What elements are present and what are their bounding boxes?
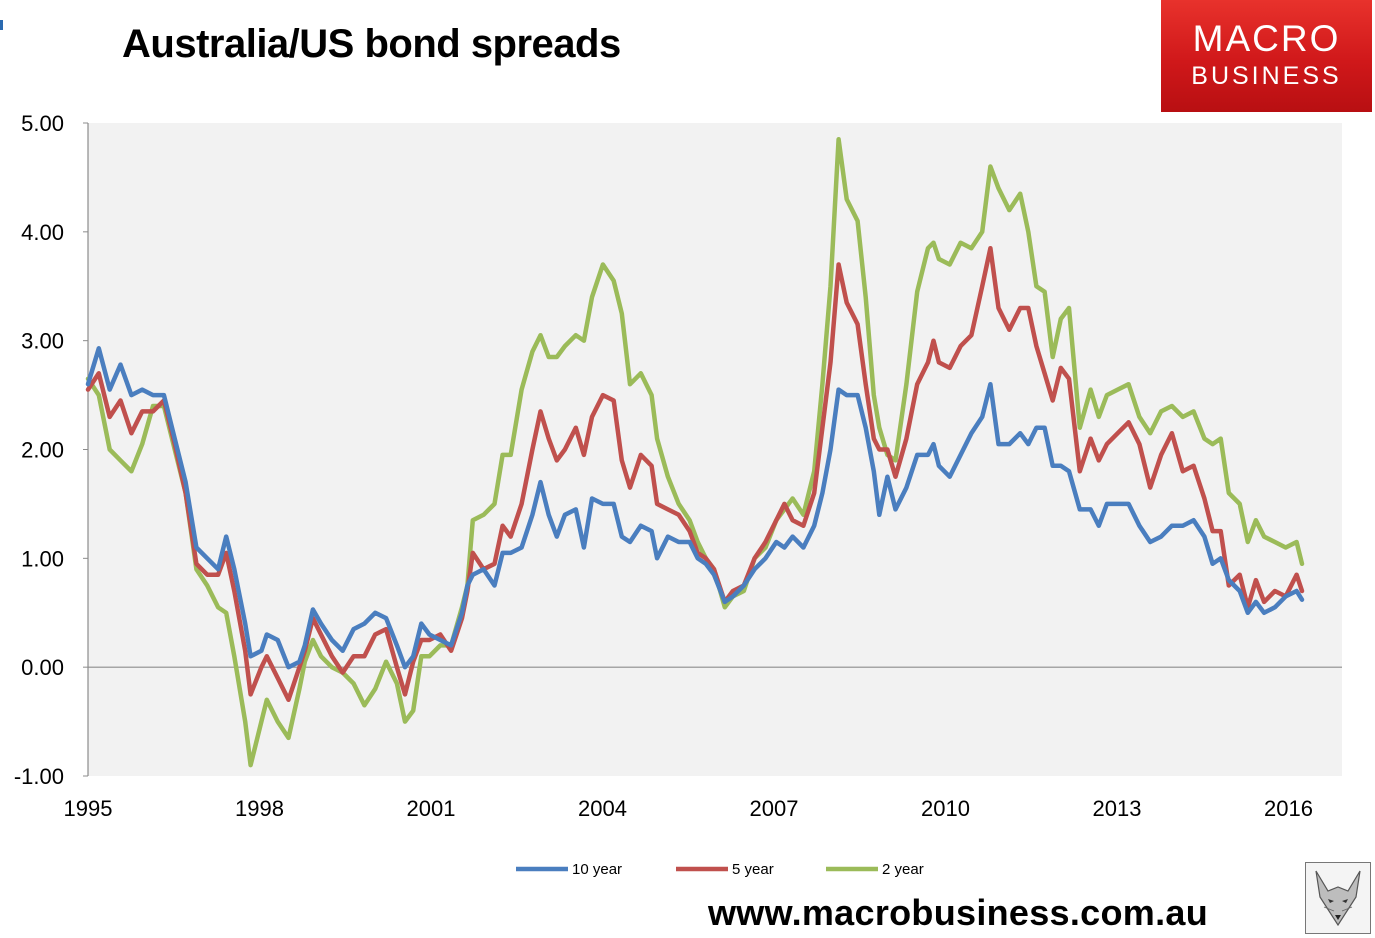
y-tick-label: -1.00: [14, 764, 64, 789]
macrobusiness-logo: MACRO BUSINESS: [1161, 0, 1372, 112]
y-tick-label: 4.00: [21, 220, 64, 245]
legend-label: 5 year: [732, 861, 774, 878]
fox-seal-image: [1305, 862, 1371, 934]
logo-line-2: BUSINESS: [1191, 62, 1342, 90]
series-layer: [85, 137, 1305, 768]
y-tick-label: 3.00: [21, 329, 64, 354]
x-tick-label: 2010: [921, 796, 970, 821]
x-tick-label: 2004: [578, 796, 627, 821]
x-tick-label: 2007: [750, 796, 799, 821]
legend: 10 year 5 year 2 year: [516, 861, 924, 878]
x-tick-label: 2016: [1264, 796, 1313, 821]
x-tick-label: 2013: [1093, 796, 1142, 821]
series-line-2-year: [85, 137, 1305, 768]
y-tick-label: 5.00: [21, 111, 64, 136]
legend-label: 10 year: [572, 861, 622, 878]
x-axis-ticks: 1995 1998 2001 2004 2007 2010 2013 2016: [64, 796, 1313, 821]
series-line-10-year: [85, 346, 1305, 670]
logo-line-1: MACRO: [1192, 18, 1341, 59]
y-tick-label: 2.00: [21, 438, 64, 463]
x-tick-label: 1995: [64, 796, 113, 821]
y-tick-label: 1.00: [21, 546, 64, 571]
x-tick-label: 2001: [407, 796, 456, 821]
y-tick-label: 0.00: [21, 655, 64, 680]
footer-url: www.macrobusiness.com.au: [708, 892, 1209, 933]
x-tick-label: 1998: [235, 796, 284, 821]
corner-mark: [0, 20, 3, 30]
chart-title: Australia/US bond spreads: [122, 22, 621, 66]
y-axis-ticks: 5.00 4.00 3.00 2.00 1.00 0.00 -1.00: [14, 111, 88, 789]
legend-label: 2 year: [882, 861, 924, 878]
